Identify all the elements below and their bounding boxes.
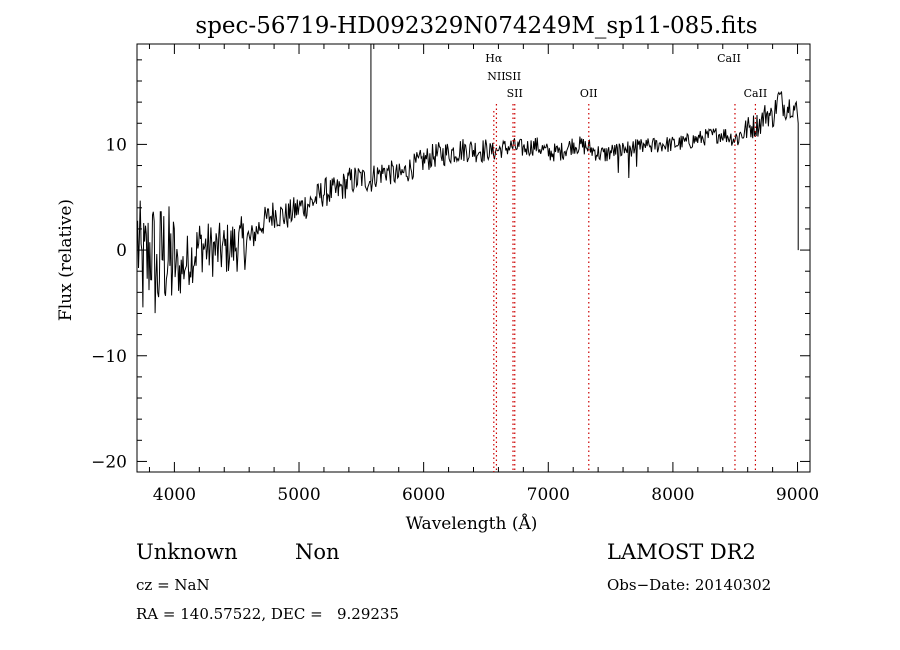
x-tick-label: 5000 bbox=[277, 485, 320, 505]
x-tick-label: 6000 bbox=[402, 485, 445, 505]
y-tick-label: −20 bbox=[91, 452, 127, 472]
obs-date-label: Obs−Date: 20140302 bbox=[607, 576, 772, 594]
subclass-label: Non bbox=[295, 540, 340, 564]
y-tick-label: 10 bbox=[105, 135, 127, 155]
x-tick-label: 9000 bbox=[776, 485, 819, 505]
y-axis-label: Flux (relative) bbox=[56, 199, 76, 321]
line-marker-label: CaII bbox=[744, 87, 768, 100]
class-label: Unknown bbox=[136, 540, 238, 564]
line-marker-label: OII bbox=[580, 87, 598, 100]
x-tick-label: 4000 bbox=[153, 485, 196, 505]
cz-label: cz = NaN bbox=[136, 576, 210, 594]
line-marker-label: CaII bbox=[717, 52, 741, 65]
x-axis-label: Wavelength (Å) bbox=[406, 513, 538, 534]
coords-label: RA = 140.57522, DEC = 9.29235 bbox=[136, 605, 400, 623]
y-tick-label: −10 bbox=[91, 347, 127, 367]
chart-title: spec-56719-HD092329N074249M_sp11-085.fit… bbox=[195, 13, 757, 39]
line-marker-label: NII bbox=[487, 70, 505, 83]
x-tick-label: 7000 bbox=[527, 485, 570, 505]
line-marker-label: SII bbox=[507, 87, 523, 100]
line-marker-label: SII bbox=[505, 70, 521, 83]
survey-label: LAMOST DR2 bbox=[607, 540, 756, 564]
line-marker-label: Hα bbox=[485, 52, 503, 65]
y-tick-label: 0 bbox=[116, 241, 127, 261]
spectrum-line bbox=[137, 91, 799, 314]
x-tick-label: 8000 bbox=[651, 485, 694, 505]
